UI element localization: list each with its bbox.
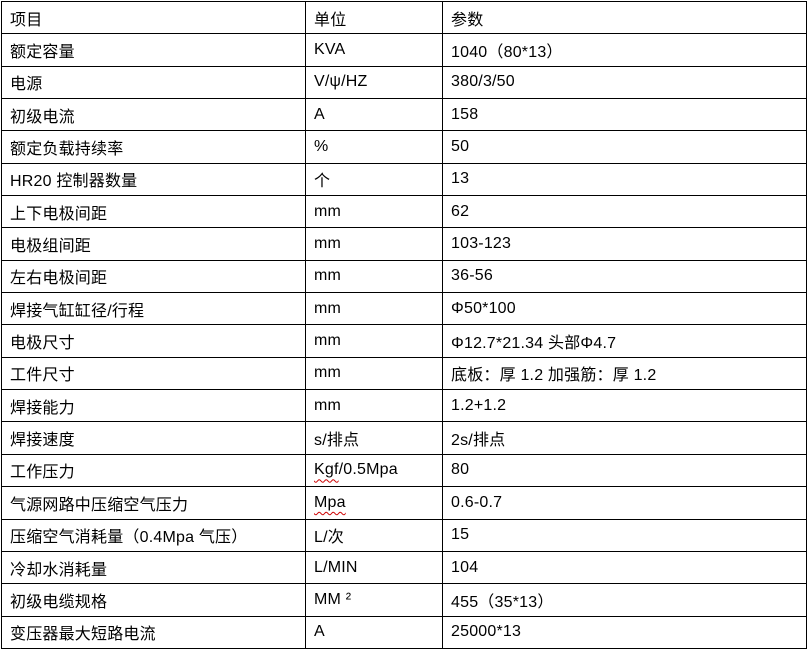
unit-cell: V/ψ/HZ [305, 65, 443, 100]
table-row: 初级电流 A 158 [1, 98, 807, 132]
unit-cell: KVA [305, 33, 443, 67]
item-cell: 冷却水消耗量 [1, 550, 306, 585]
item-cell: 电极尺寸 [1, 324, 306, 358]
item-cell: 变压器最大短路电流 [1, 615, 306, 649]
item-cell: 压缩空气消耗量（0.4Mpa 气压） [1, 518, 306, 552]
table-row: 电极尺寸 mm Φ12.7*21.34 头部Φ4.7 [1, 324, 807, 358]
item-cell: 电源 [1, 65, 306, 100]
table-row: HR20 控制器数量个 13 [1, 162, 807, 197]
unit-cell: Mpa [305, 486, 443, 520]
table-row: 电极组间距 mm 103-123 [1, 227, 807, 261]
table-row: 工件尺寸 mm 底板：厚 1.2 加强筋：厚 1.2 [1, 356, 807, 391]
value-cell: 15 [442, 518, 807, 552]
value-cell: 104 [442, 550, 807, 585]
value-cell: 底板：厚 1.2 加强筋：厚 1.2 [442, 356, 807, 391]
table-row: 额定容量 KVA 1040（80*13） [1, 33, 807, 67]
header-row: 项目 单位 参数 [1, 0, 807, 35]
item-cell: 焊接能力 [1, 389, 306, 423]
spellcheck-underline: Kgf [314, 461, 339, 479]
value-cell: Φ12.7*21.34 头部Φ4.7 [442, 324, 807, 358]
unit-cell: mm [305, 324, 443, 358]
value-cell: 0.6-0.7 [442, 486, 807, 520]
table-row: 上下电极间距 mm 62 [1, 195, 807, 229]
item-cell: 电极组间距 [1, 227, 306, 261]
value-cell: 103-123 [442, 227, 807, 261]
item-cell: 焊接气缸缸径/行程 [1, 292, 306, 326]
item-cell: 焊接速度 [1, 421, 306, 455]
value-cell: 1.2+1.2 [442, 389, 807, 423]
table-row: 左右电极间距 mm 36-56 [1, 259, 807, 294]
value-cell: 1040（80*13） [442, 33, 807, 67]
item-cell: 左右电极间距 [1, 259, 306, 294]
table-row: 冷却水消耗量 L/MIN 104 [1, 550, 807, 585]
spec-table-body: 额定容量 KVA 1040（80*13） 电源 V/ψ/HZ 380/3/50 初级电流 A 1… [1, 33, 807, 649]
unit-cell: s/排点 [305, 421, 443, 455]
table-row: 变压器最大短路电流 A 25000*13 [1, 615, 807, 649]
unit-cell: L/次 [305, 518, 443, 552]
table-row: 焊接速度 s/排点 2s/排点 [1, 421, 807, 455]
column-header-item: 项目 [1, 0, 306, 35]
value-cell: 62 [442, 195, 807, 229]
unit-cell: A [305, 615, 443, 649]
table-row: 初级电缆规格 MM ² 455（35*13） [1, 583, 807, 617]
table-row: 焊接气缸缸径/行程 mm Φ50*100 [1, 292, 807, 326]
unit-cell: MM ² [305, 583, 443, 617]
unit-cell: mm [305, 389, 443, 423]
value-cell: 13 [442, 162, 807, 197]
item-cell: 初级电缆规格 [1, 583, 306, 617]
value-cell: 455（35*13） [442, 583, 807, 617]
table-row: 压缩空气消耗量（0.4Mpa 气压） L/次 15 [1, 518, 807, 552]
value-cell: 50 [442, 130, 807, 164]
table-row: 额定负载持续率% 50 [1, 130, 807, 164]
unit-cell: % [305, 130, 443, 164]
unit-cell: mm [305, 356, 443, 391]
table-row: 焊接能力 mm 1.2+1.2 [1, 389, 807, 423]
unit-cell: mm [305, 259, 443, 294]
item-cell: 额定负载持续率 [1, 130, 306, 164]
spellcheck-underline: Mpa [314, 493, 346, 511]
column-header-unit: 单位 [305, 0, 443, 35]
item-cell: 额定容量 [1, 33, 306, 67]
item-cell: 初级电流 [1, 98, 306, 132]
unit-cell: 个 [305, 162, 443, 197]
table-row: 气源网路中压缩空气压力 Mpa 0.6-0.7 [1, 486, 807, 520]
unit-cell: mm [305, 195, 443, 229]
value-cell: 36-56 [442, 259, 807, 294]
item-cell: HR20 控制器数量 [1, 162, 306, 197]
item-cell: 工件尺寸 [1, 356, 306, 391]
table-row: 工作压力 Kgf/0.5Mpa 80 [1, 453, 807, 488]
item-cell: 上下电极间距 [1, 195, 306, 229]
unit-cell: L/MIN [305, 550, 443, 585]
unit-cell: Kgf/0.5Mpa [305, 453, 443, 488]
unit-cell: A [305, 98, 443, 132]
value-cell: 2s/排点 [442, 421, 807, 455]
column-header-value: 参数 [442, 0, 807, 35]
value-cell: 158 [442, 98, 807, 132]
unit-cell: mm [305, 227, 443, 261]
table-row: 电源 V/ψ/HZ 380/3/50 [1, 65, 807, 100]
unit-cell: mm [305, 292, 443, 326]
value-cell: 380/3/50 [442, 65, 807, 100]
value-cell: 80 [442, 453, 807, 488]
item-cell: 气源网路中压缩空气压力 [1, 486, 306, 520]
value-cell: 25000*13 [442, 615, 807, 649]
value-cell: Φ50*100 [442, 292, 807, 326]
item-cell: 工作压力 [1, 453, 306, 488]
